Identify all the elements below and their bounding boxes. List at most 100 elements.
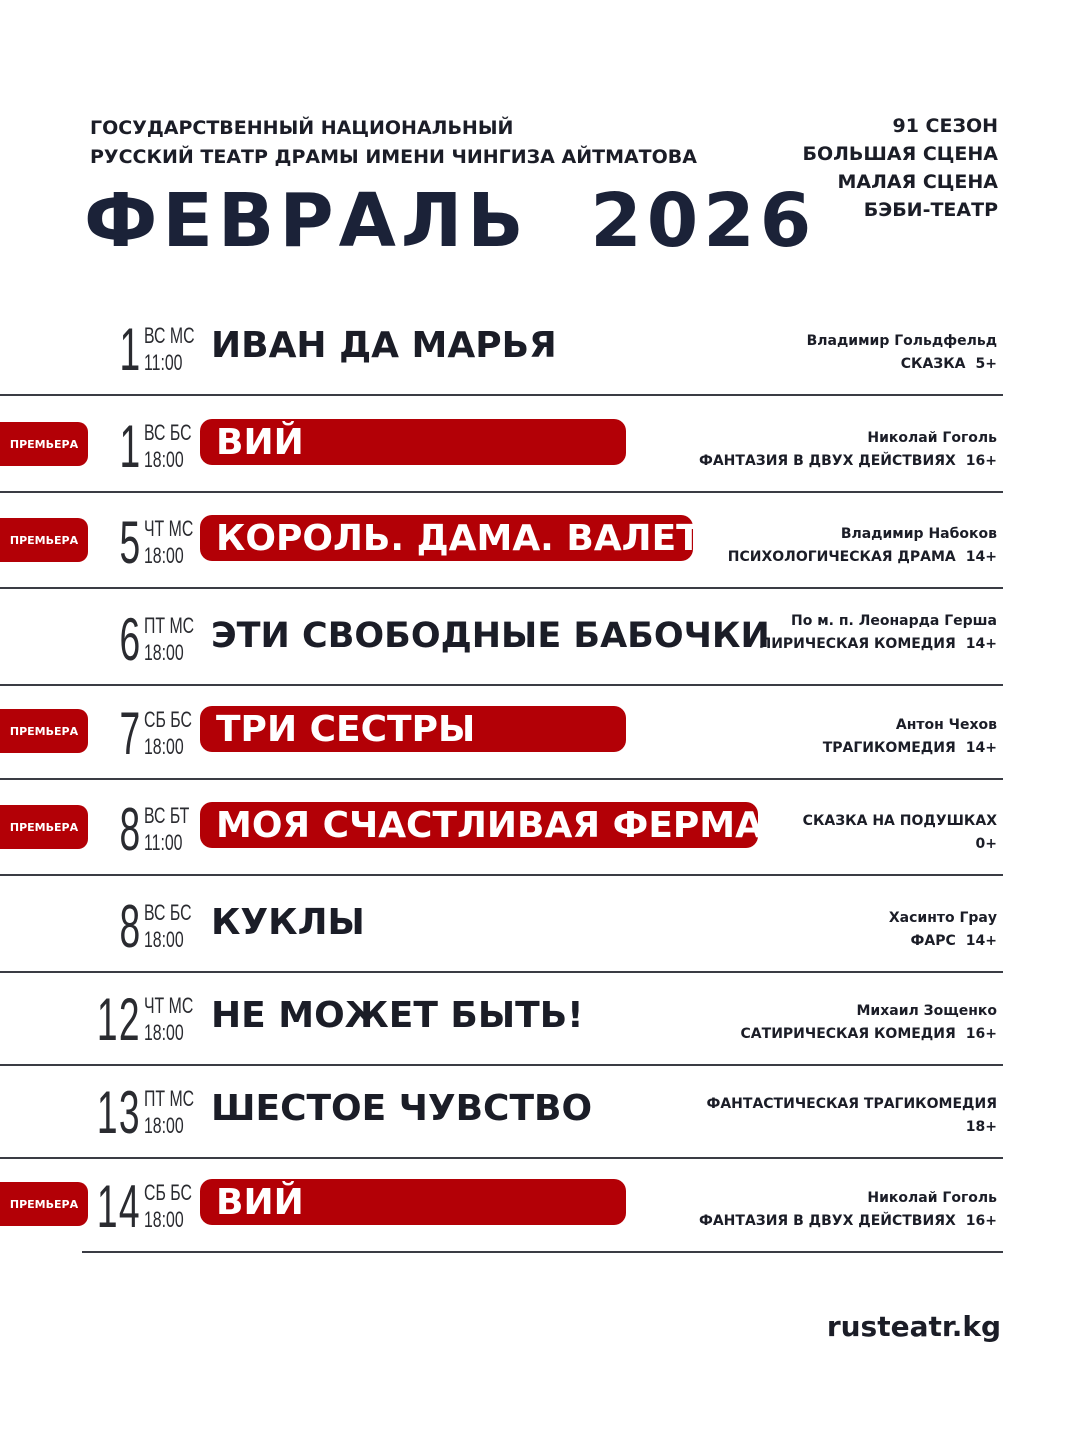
event-meta: ВС БТ 11:00 bbox=[144, 802, 189, 856]
event-author: Владимир Гольдфельд bbox=[806, 333, 997, 349]
event-title[interactable]: ШЕСТОЕ ЧУВСТВО bbox=[211, 1088, 593, 1129]
genre-age: ПСИХОЛОГИЧЕСКАЯ ДРАМА 14+ bbox=[728, 546, 997, 569]
event-author: Михаил Зощенко bbox=[856, 1003, 998, 1019]
row-divider bbox=[0, 874, 1003, 876]
event-day: 5 bbox=[119, 509, 141, 576]
event-stage: БС bbox=[169, 420, 192, 445]
event-weekday: ПТ bbox=[144, 613, 166, 638]
event-info: Владимир Набоков ПСИХОЛОГИЧЕСКАЯ ДРАМА 14+ bbox=[728, 523, 997, 569]
genre-age: СКАЗКА НА ПОДУШКАХ bbox=[803, 810, 997, 833]
event-title[interactable]: ВИЙ bbox=[200, 419, 626, 465]
event-time: 18:00 bbox=[144, 1207, 184, 1232]
event-stage: БС bbox=[169, 900, 192, 925]
row-divider bbox=[0, 491, 1003, 493]
genre-age: ФАНТАЗИЯ В ДВУХ ДЕЙСТВИЯХ 16+ bbox=[699, 1210, 997, 1233]
website-link[interactable]: rusteatr.kg bbox=[826, 1310, 1001, 1343]
season-info: 91 СЕЗОН БОЛЬШАЯ СЦЕНА МАЛАЯ СЦЕНА БЭБИ-… bbox=[803, 112, 998, 224]
theatre-name-line2: РУССКИЙ ТЕАТР ДРАМЫ ИМЕНИ ЧИНГИЗА АЙТМАТ… bbox=[90, 146, 697, 168]
row-divider bbox=[0, 684, 1003, 686]
row-divider bbox=[0, 1157, 1003, 1159]
row-divider bbox=[82, 1251, 1003, 1253]
event-info: Михаил Зощенко САТИРИЧЕСКАЯ КОМЕДИЯ 16+ bbox=[741, 1000, 997, 1046]
event-genre: ФАНТАСТИЧЕСКАЯ ТРАГИКОМЕДИЯ bbox=[706, 1096, 997, 1112]
age-rating: 16+ bbox=[965, 1213, 997, 1229]
event-day: 1 bbox=[119, 316, 141, 383]
event-day: 7 bbox=[119, 700, 141, 767]
event-stage: МС bbox=[169, 1086, 195, 1111]
event-row[interactable]: 13 ПТ МС 18:00 ШЕСТОЕ ЧУВСТВО ФАНТАСТИЧЕСКАЯ… bbox=[0, 1063, 1003, 1159]
event-weekday: ПТ bbox=[144, 1086, 166, 1111]
event-genre: САТИРИЧЕСКАЯ КОМЕДИЯ bbox=[740, 1026, 956, 1042]
event-row[interactable]: ПРЕМЬЕРА 8 ВС БТ 11:00 МОЯ СЧАСТЛИВАЯ ФЕРМА С… bbox=[0, 780, 1003, 876]
event-genre: ТРАГИКОМЕДИЯ bbox=[822, 740, 956, 756]
event-stage: МС bbox=[169, 613, 195, 638]
event-row[interactable]: ПРЕМЬЕРА 7 СБ БС 18:00 ТРИ СЕСТРЫ Антон Чехов… bbox=[0, 684, 1003, 780]
stage-small: МАЛАЯ СЦЕНА bbox=[837, 171, 999, 193]
event-time: 18:00 bbox=[144, 734, 184, 759]
event-meta: ПТ МС 18:00 bbox=[144, 1085, 194, 1139]
age-rating: 16+ bbox=[965, 1026, 997, 1042]
age-rating: 5+ bbox=[975, 356, 997, 372]
age-rating: 14+ bbox=[965, 740, 997, 756]
event-author: Владимир Набоков bbox=[840, 526, 997, 542]
event-row[interactable]: ПРЕМЬЕРА 5 ЧТ МС 18:00 КОРОЛЬ. ДАМА. ВАЛЕТ. В… bbox=[0, 493, 1003, 589]
age-rating: 16+ bbox=[965, 453, 997, 469]
event-meta: СБ БС 18:00 bbox=[144, 706, 192, 760]
event-stage: БС bbox=[170, 707, 192, 732]
event-title[interactable]: НЕ МОЖЕТ БЫТЬ! bbox=[211, 995, 584, 1036]
month-title: ФЕВРАЛЬ 2026 bbox=[84, 178, 817, 264]
event-title[interactable]: КОРОЛЬ. ДАМА. ВАЛЕТ. bbox=[200, 515, 714, 561]
age-rating: 14+ bbox=[965, 549, 997, 565]
event-weekday: ВС bbox=[144, 900, 166, 925]
event-row[interactable]: 1 ВС МС 11:00 ИВАН ДА МАРЬЯ Владимир Гольдфе… bbox=[0, 300, 1003, 396]
event-author: Николай Гоголь bbox=[867, 1190, 997, 1206]
event-row[interactable]: ПРЕМЬЕРА 14 СБ БС 18:00 ВИЙ Николай Гоголь ФАН… bbox=[0, 1157, 1003, 1253]
stage-baby: БЭБИ-ТЕАТР bbox=[863, 199, 998, 221]
event-time: 18:00 bbox=[144, 447, 184, 472]
event-info: СКАЗКА НА ПОДУШКАХ 0+ bbox=[803, 810, 997, 856]
event-author: По м. п. Леонарда Герша bbox=[791, 613, 997, 629]
theatre-name-line1: ГОСУДАРСТВЕННЫЙ НАЦИОНАЛЬНЫЙ bbox=[90, 117, 514, 139]
weekday-stage: ЧТ МС bbox=[144, 992, 193, 1019]
event-stage: МС bbox=[169, 323, 195, 348]
genre-age: ФАНТАСТИЧЕСКАЯ ТРАГИКОМЕДИЯ bbox=[706, 1093, 997, 1116]
event-stage: МС bbox=[168, 516, 194, 541]
weekday-stage: ВС МС bbox=[144, 322, 195, 349]
theatre-name: ГОСУДАРСТВЕННЫЙ НАЦИОНАЛЬНЫЙ РУССКИЙ ТЕА… bbox=[90, 114, 697, 172]
event-meta: ВС БС 18:00 bbox=[144, 419, 192, 473]
weekday-stage: ЧТ МС bbox=[144, 515, 193, 542]
season: 91 СЕЗОН bbox=[892, 115, 998, 137]
event-time: 18:00 bbox=[144, 927, 184, 952]
event-row[interactable]: 6 ПТ МС 18:00 ЭТИ СВОБОДНЫЕ БАБОЧКИ По м. п.… bbox=[0, 590, 1003, 686]
weekday-stage: ПТ МС bbox=[144, 1085, 194, 1112]
event-weekday: ЧТ bbox=[144, 516, 165, 541]
event-author: Николай Гоголь bbox=[867, 430, 997, 446]
genre-age: ТРАГИКОМЕДИЯ 14+ bbox=[823, 737, 997, 760]
event-genre: ПСИХОЛОГИЧЕСКАЯ ДРАМА bbox=[727, 549, 956, 565]
event-row[interactable]: 12 ЧТ МС 18:00 НЕ МОЖЕТ БЫТЬ! Михаил Зощенко… bbox=[0, 970, 1003, 1066]
event-weekday: СБ bbox=[144, 707, 166, 732]
event-meta: СБ БС 18:00 bbox=[144, 1179, 192, 1233]
event-time: 18:00 bbox=[144, 1020, 184, 1045]
event-meta: ЧТ МС 18:00 bbox=[144, 515, 193, 569]
event-title[interactable]: ИВАН ДА МАРЬЯ bbox=[211, 325, 557, 366]
event-row[interactable]: ПРЕМЬЕРА 1 ВС БС 18:00 ВИЙ Николай Гоголь ФАНТ… bbox=[0, 397, 1003, 493]
event-title[interactable]: КУКЛЫ bbox=[211, 902, 365, 943]
event-stage: БС bbox=[170, 1180, 192, 1205]
event-time: 18:00 bbox=[144, 543, 184, 568]
age-rating: 18+ bbox=[965, 1119, 997, 1135]
age-rating: 14+ bbox=[965, 933, 997, 949]
event-title[interactable]: МОЯ СЧАСТЛИВАЯ ФЕРМА bbox=[200, 802, 763, 848]
event-title[interactable]: ТРИ СЕСТРЫ bbox=[200, 706, 626, 752]
event-title[interactable]: ЭТИ СВОБОДНЫЕ БАБОЧКИ bbox=[211, 616, 770, 656]
age-rating: 14+ bbox=[965, 636, 997, 652]
event-day: 8 bbox=[119, 796, 141, 863]
event-meta: ЧТ МС 18:00 bbox=[144, 992, 193, 1046]
row-divider bbox=[0, 778, 1003, 780]
event-genre: СКАЗКА НА ПОДУШКАХ bbox=[802, 813, 997, 829]
premiere-badge: ПРЕМЬЕРА bbox=[0, 1182, 88, 1226]
premiere-badge: ПРЕМЬЕРА bbox=[0, 709, 88, 753]
event-info: Хасинто Грау ФАРС 14+ bbox=[889, 907, 997, 953]
event-title[interactable]: ВИЙ bbox=[200, 1179, 626, 1225]
event-row[interactable]: 8 ВС БС 18:00 КУКЛЫ Хасинто Грау ФАРС 14+ bbox=[0, 877, 1003, 973]
